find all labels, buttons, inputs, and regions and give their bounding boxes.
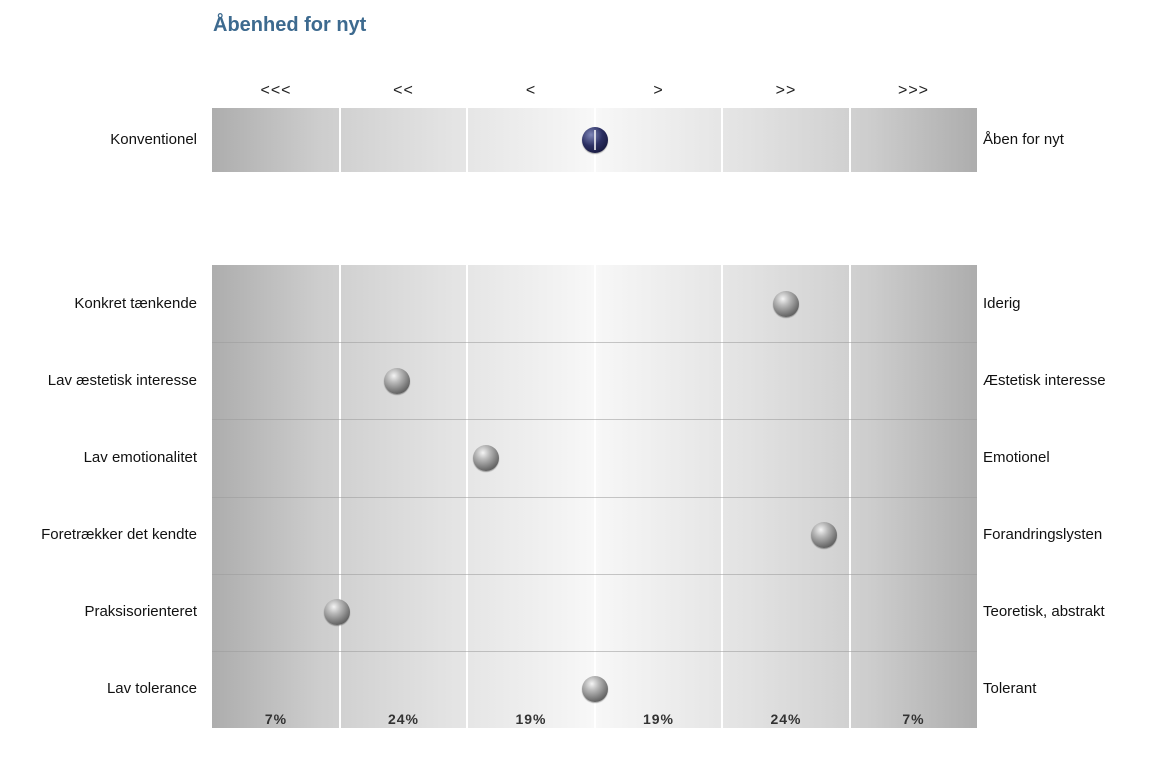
distribution-label: 24%	[770, 711, 802, 727]
grid-line	[338, 265, 341, 728]
distribution-label: 7%	[264, 711, 288, 727]
trait-marker	[811, 522, 837, 549]
grid-line	[593, 265, 596, 728]
trait-left-label: Konkret tænkende	[74, 294, 197, 312]
grid-line	[466, 108, 468, 172]
distribution-label: 7%	[902, 711, 925, 727]
trait-marker	[323, 599, 350, 626]
row-divider	[212, 419, 977, 420]
grid-line	[338, 108, 341, 172]
grid-line	[848, 265, 851, 728]
trait-right-label: Æstetisk interesse	[983, 371, 1106, 389]
trait-marker	[383, 367, 410, 394]
scale-label: >>>	[897, 82, 930, 99]
row-divider	[212, 497, 977, 498]
grid-line	[721, 108, 723, 172]
scale-label: <<	[393, 82, 414, 99]
main-left-label: Konventionel	[110, 131, 197, 148]
scale-label: <	[525, 82, 537, 99]
scale-label: >>	[775, 82, 797, 99]
row-divider	[212, 342, 977, 343]
distribution-label: 24%	[387, 711, 420, 727]
trait-left-label: Lav tolerance	[106, 680, 197, 698]
distribution-label: 19%	[515, 711, 547, 727]
trait-left-label: Lav æstetisk interesse	[47, 371, 197, 389]
trait-right-label: Emotionel	[983, 448, 1050, 466]
trait-right-label: Teoretisk, abstrakt	[983, 603, 1105, 621]
main-band	[212, 108, 977, 172]
sub-band	[212, 265, 977, 728]
trait-marker	[581, 676, 608, 703]
grid-line	[721, 265, 723, 728]
trait-left-label: Praksisorienteret	[84, 603, 197, 621]
grid-line	[848, 108, 851, 172]
scale-label: >	[653, 82, 664, 99]
trait-right-label: Tolerant	[983, 680, 1037, 698]
row-divider	[212, 651, 977, 652]
trait-left-label: Lav emotionalitet	[83, 448, 197, 466]
grid-line	[466, 265, 468, 728]
chart-title: Åbenhed for nyt	[213, 14, 367, 36]
main-marker	[581, 127, 608, 153]
trait-right-label: Iderig	[983, 294, 1021, 312]
main-right-label: Åben for nyt	[983, 131, 1064, 148]
trait-right-label: Forandringslysten	[983, 526, 1103, 544]
distribution-label: 19%	[642, 711, 675, 727]
trait-marker	[772, 290, 799, 317]
trait-marker	[473, 444, 500, 471]
row-divider	[212, 574, 977, 575]
trait-left-label: Foretrækker det kendte	[41, 526, 197, 544]
scale-label: <<<	[260, 82, 292, 99]
